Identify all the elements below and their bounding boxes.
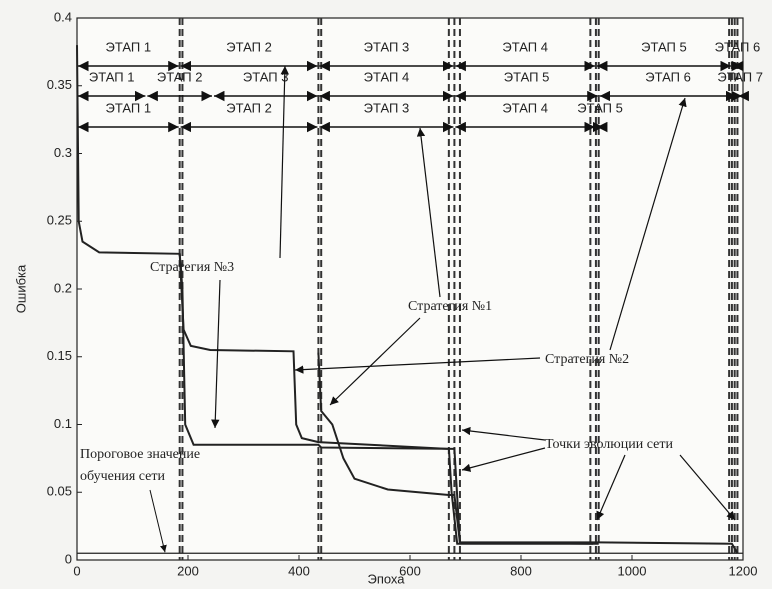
x-tick-label: 400 xyxy=(288,563,310,578)
error-curve xyxy=(317,352,594,545)
annotation-arrow xyxy=(609,97,687,351)
stage-label: ЭТАП 5 xyxy=(641,39,687,54)
annotation-arrow xyxy=(329,317,421,406)
y-tick-label: 0.4 xyxy=(54,9,72,24)
stage-label: ЭТАП 5 xyxy=(504,69,550,84)
x-tick-label: 600 xyxy=(399,563,421,578)
threshold-arrow xyxy=(149,489,167,553)
annotation: Стратегия №2 xyxy=(545,352,629,367)
threshold-label: Пороговое значение xyxy=(80,447,200,462)
stage-label: ЭТАП 7 xyxy=(717,69,763,84)
stage-label: ЭТАП 1 xyxy=(106,100,152,115)
stage-label: ЭТАП 2 xyxy=(226,39,272,54)
stage-label: ЭТАП 4 xyxy=(364,69,410,84)
y-tick-label: 0.35 xyxy=(47,77,72,92)
annotation-arrow xyxy=(416,127,441,298)
y-tick-label: 0.05 xyxy=(47,484,72,499)
stage-label: ЭТАП 3 xyxy=(364,100,410,115)
stage-label: ЭТАП 3 xyxy=(364,39,410,54)
x-tick-label: 200 xyxy=(177,563,199,578)
x-axis-label: Эпоха xyxy=(367,571,405,586)
stage-label: ЭТАП 2 xyxy=(157,69,203,84)
stage-label: ЭТАП 4 xyxy=(502,39,548,54)
y-tick-label: 0.3 xyxy=(54,145,72,160)
annotation: Точки эволюции сети xyxy=(545,437,673,452)
annotation: Стратегия №1 xyxy=(408,299,492,314)
stage-label: ЭТАП 1 xyxy=(89,69,135,84)
stage-label: ЭТАП 4 xyxy=(502,100,548,115)
y-tick-label: 0 xyxy=(65,551,72,566)
stage-label: ЭТАП 3 xyxy=(243,69,289,84)
annotation-arrow xyxy=(461,426,546,441)
error-curve xyxy=(178,253,599,545)
y-tick-label: 0.25 xyxy=(47,213,72,228)
stage-label: ЭТАП 2 xyxy=(226,100,272,115)
x-tick-label: 1200 xyxy=(729,563,758,578)
stage-label: ЭТАП 6 xyxy=(715,39,761,54)
annotation-arrow xyxy=(596,454,626,521)
stage-label: ЭТАП 6 xyxy=(645,69,691,84)
threshold-label: обучения сети xyxy=(80,469,165,484)
x-tick-label: 800 xyxy=(510,563,532,578)
annotation-arrow xyxy=(279,65,289,259)
stage-label: ЭТАП 5 xyxy=(577,100,623,115)
annotation-arrow xyxy=(679,454,736,521)
x-tick-label: 0 xyxy=(73,563,80,578)
stage-label: ЭТАП 1 xyxy=(106,39,152,54)
annotation-arrow xyxy=(211,279,221,429)
y-tick-label: 0.1 xyxy=(54,416,72,431)
x-tick-label: 1000 xyxy=(618,563,647,578)
y-axis-label: Ошибка xyxy=(13,264,28,313)
y-tick-label: 0.15 xyxy=(47,348,72,363)
y-tick-label: 0.2 xyxy=(54,280,72,295)
plot-frame xyxy=(76,17,744,561)
annotation: Стратегия №3 xyxy=(150,260,234,275)
annotation-arrow xyxy=(461,447,546,472)
annotation-arrow xyxy=(294,357,541,374)
